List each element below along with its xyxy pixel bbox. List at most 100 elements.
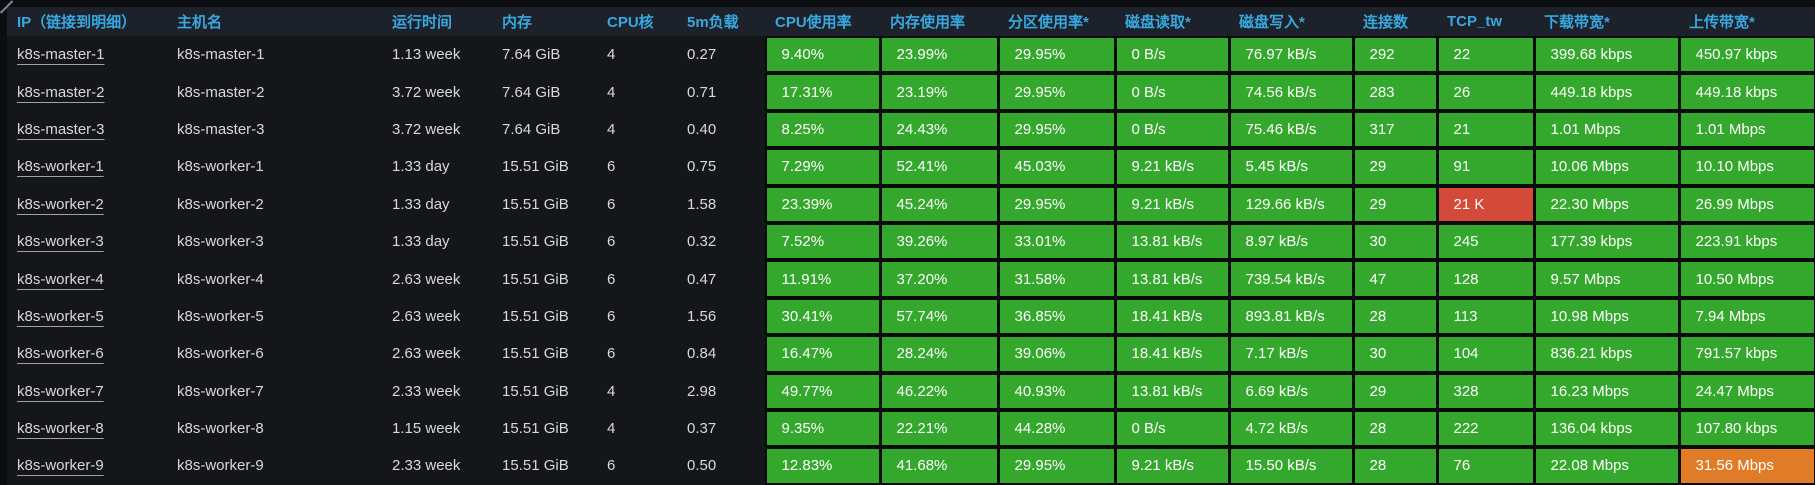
value-chip-part_usage: 33.01% xyxy=(999,224,1114,259)
cell-value: 18.41 kB/s xyxy=(1131,307,1203,325)
ip-link[interactable]: k8s-master-1 xyxy=(17,46,105,64)
column-header-memory[interactable]: 内存 xyxy=(502,14,533,31)
cell-value: 136.04 kbps xyxy=(1550,420,1633,438)
value-chip-mem_usage: 23.99% xyxy=(881,38,997,72)
ip-link[interactable]: k8s-master-3 xyxy=(17,120,105,138)
cell-cpu_usage: 7.29% xyxy=(765,148,880,186)
cell-part_usage: 29.95% xyxy=(998,447,1115,485)
cell-value: 222 xyxy=(1453,420,1479,438)
cell-value: 4.72 kB/s xyxy=(1245,420,1309,438)
ip-link[interactable]: k8s-worker-2 xyxy=(17,195,104,213)
cell-down_bw: 399.68 kbps xyxy=(1534,36,1679,74)
table-row: k8s-worker-5 k8s-worker-5 2.63 week 15.51 G… xyxy=(7,297,1815,336)
value-chip-tcp_tw: 21 K xyxy=(1438,187,1533,221)
cell-memory: 15.51 GiB xyxy=(502,270,569,288)
cell-disk_read: 13.81 kB/s xyxy=(1115,222,1229,261)
table-row: k8s-worker-9 k8s-worker-9 2.33 week 15.51 G… xyxy=(7,447,1815,485)
value-chip-mem_usage: 23.19% xyxy=(881,75,997,109)
cell-ip: k8s-worker-8 xyxy=(7,410,167,447)
cell-cpu_usage: 9.40% xyxy=(765,36,880,74)
cell-value: 9.21 kB/s xyxy=(1131,457,1195,475)
cell-disk_read: 13.81 kB/s xyxy=(1115,260,1229,298)
column-header-cores[interactable]: CPU核 xyxy=(607,14,654,31)
value-chip-disk_write: 8.97 kB/s xyxy=(1230,224,1352,259)
column-header-ip[interactable]: IP（链接到明细） xyxy=(17,14,137,31)
column-header-load5m[interactable]: 5m负载 xyxy=(687,14,739,31)
value-chip-mem_usage: 57.74% xyxy=(881,299,997,334)
cell-value: 29 xyxy=(1369,158,1387,176)
table-row: k8s-worker-2 k8s-worker-2 1.33 day 15.51 Gi… xyxy=(7,185,1815,223)
cell-disk_write: 8.97 kB/s xyxy=(1229,222,1353,261)
cell-hostname: k8s-master-3 xyxy=(177,120,265,138)
cell-mem_usage: 22.21% xyxy=(880,409,998,448)
cell-disk_write: 739.54 kB/s xyxy=(1229,260,1353,298)
column-header-up_bw[interactable]: 上传带宽* xyxy=(1689,14,1755,31)
column-header-disk_read[interactable]: 磁盘读取* xyxy=(1125,14,1191,31)
cell-down_bw: 22.30 Mbps xyxy=(1534,185,1679,223)
cell-ip: k8s-master-3 xyxy=(7,111,167,148)
column-header-connections[interactable]: 连接数 xyxy=(1363,14,1409,31)
column-header-down_bw[interactable]: 下载带宽* xyxy=(1544,14,1610,31)
column-header-uptime[interactable]: 运行时间 xyxy=(392,14,453,31)
cell-connections: 28 xyxy=(1353,409,1437,448)
cell-part_usage: 29.95% xyxy=(998,185,1115,223)
ip-link[interactable]: k8s-worker-7 xyxy=(17,382,104,400)
cell-value: 328 xyxy=(1453,382,1479,400)
cell-ip: k8s-master-2 xyxy=(7,73,167,110)
ip-link[interactable]: k8s-worker-1 xyxy=(17,158,104,176)
value-chip-connections: 30 xyxy=(1354,337,1436,371)
ip-link[interactable]: k8s-master-2 xyxy=(17,83,105,101)
cell-value: 41.68% xyxy=(896,457,948,475)
ip-link[interactable]: k8s-worker-4 xyxy=(17,270,104,288)
cell-value: 23.19% xyxy=(896,83,948,101)
cell-value: 21 xyxy=(1453,120,1471,138)
ip-link[interactable]: k8s-worker-8 xyxy=(17,420,104,438)
column-header-cpu_usage[interactable]: CPU使用率 xyxy=(775,14,852,31)
value-chip-tcp_tw: 91 xyxy=(1438,150,1533,184)
cell-memory: 15.51 GiB xyxy=(502,382,569,400)
value-chip-disk_read: 0 B/s xyxy=(1116,75,1228,109)
cell-cores: 4 xyxy=(607,83,616,101)
cell-value: 10.50 Mbps xyxy=(1695,270,1774,288)
ip-link[interactable]: k8s-worker-5 xyxy=(17,307,104,325)
column-header-disk_write[interactable]: 磁盘写入* xyxy=(1239,14,1305,31)
ip-link[interactable]: k8s-worker-3 xyxy=(17,233,104,251)
cell-down_bw: 10.98 Mbps xyxy=(1534,297,1679,336)
cell-value: 836.21 kbps xyxy=(1550,345,1633,363)
cell-ip: k8s-worker-4 xyxy=(7,260,167,297)
value-chip-disk_read: 13.81 kB/s xyxy=(1116,262,1228,296)
cell-value: 223.91 kbps xyxy=(1695,233,1778,251)
cell-cpu_usage: 16.47% xyxy=(765,335,880,373)
cell-memory: 15.51 GiB xyxy=(502,195,569,213)
ip-link[interactable]: k8s-worker-6 xyxy=(17,345,104,363)
cell-value: 13.81 kB/s xyxy=(1131,382,1203,400)
cell-connections: 30 xyxy=(1353,222,1437,261)
cell-value: 45.03% xyxy=(1014,158,1066,176)
column-header-tcp_tw[interactable]: TCP_tw xyxy=(1447,13,1503,30)
cell-tcp_tw: 328 xyxy=(1437,372,1534,410)
cell-hostname: k8s-worker-8 xyxy=(177,420,264,438)
cell-down_bw: 16.23 Mbps xyxy=(1534,372,1679,410)
cell-mem_usage: 37.20% xyxy=(880,260,998,298)
cell-memory: 7.64 GiB xyxy=(502,83,561,101)
table-row: k8s-worker-3 k8s-worker-3 1.33 day 15.51 Gi… xyxy=(7,222,1815,261)
cell-cores: 6 xyxy=(607,158,616,176)
cell-value: 0 B/s xyxy=(1131,420,1166,438)
cell-ip: k8s-worker-6 xyxy=(7,335,167,372)
value-chip-disk_read: 18.41 kB/s xyxy=(1116,337,1228,371)
value-chip-tcp_tw: 222 xyxy=(1438,411,1533,446)
value-chip-mem_usage: 46.22% xyxy=(881,374,997,408)
value-chip-up_bw: 107.80 kbps xyxy=(1680,411,1814,446)
cell-value: 9.21 kB/s xyxy=(1131,195,1195,213)
cell-value: 28 xyxy=(1369,420,1387,438)
cell-value: 36.85% xyxy=(1014,307,1066,325)
cell-tcp_tw: 91 xyxy=(1437,148,1534,186)
cell-value: 10.98 Mbps xyxy=(1550,307,1629,325)
column-header-part_usage[interactable]: 分区使用率* xyxy=(1008,14,1089,31)
value-chip-disk_write: 739.54 kB/s xyxy=(1230,262,1352,296)
cell-uptime: 2.33 week xyxy=(392,382,461,400)
column-header-mem_usage[interactable]: 内存使用率 xyxy=(890,14,966,31)
ip-link[interactable]: k8s-worker-9 xyxy=(17,457,104,475)
value-chip-up_bw: 26.99 Mbps xyxy=(1680,187,1814,221)
column-header-hostname[interactable]: 主机名 xyxy=(177,14,223,31)
